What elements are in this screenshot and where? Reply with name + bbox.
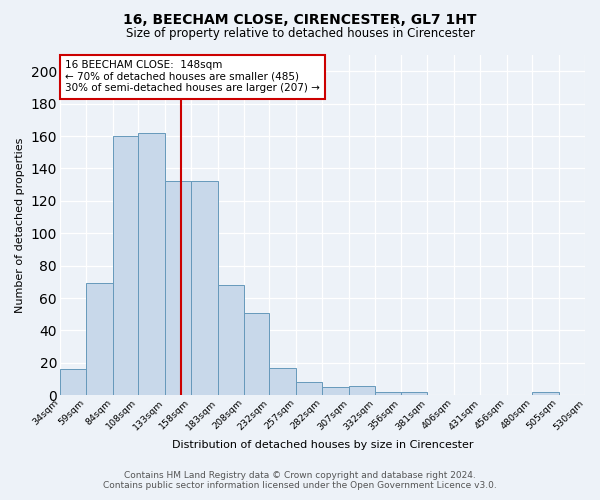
X-axis label: Distribution of detached houses by size in Cirencester: Distribution of detached houses by size … [172, 440, 473, 450]
Bar [191, 182, 218, 396]
Text: Size of property relative to detached houses in Cirencester: Size of property relative to detached ho… [125, 28, 475, 40]
Bar [296, 382, 322, 396]
Bar [218, 285, 244, 396]
Bar [138, 133, 164, 396]
Bar [113, 136, 138, 396]
Bar [322, 387, 349, 396]
Text: 16 BEECHAM CLOSE:  148sqm
← 70% of detached houses are smaller (485)
30% of semi: 16 BEECHAM CLOSE: 148sqm ← 70% of detach… [65, 60, 320, 94]
Bar [244, 312, 269, 396]
Text: 16, BEECHAM CLOSE, CIRENCESTER, GL7 1HT: 16, BEECHAM CLOSE, CIRENCESTER, GL7 1HT [123, 12, 477, 26]
Bar [269, 368, 296, 396]
Bar [401, 392, 427, 396]
Y-axis label: Number of detached properties: Number of detached properties [15, 138, 25, 313]
Bar [532, 392, 559, 396]
Bar [86, 284, 113, 396]
Bar [376, 392, 401, 396]
Bar [60, 370, 86, 396]
Text: Contains HM Land Registry data © Crown copyright and database right 2024.
Contai: Contains HM Land Registry data © Crown c… [103, 470, 497, 490]
Bar [164, 182, 191, 396]
Bar [349, 386, 376, 396]
